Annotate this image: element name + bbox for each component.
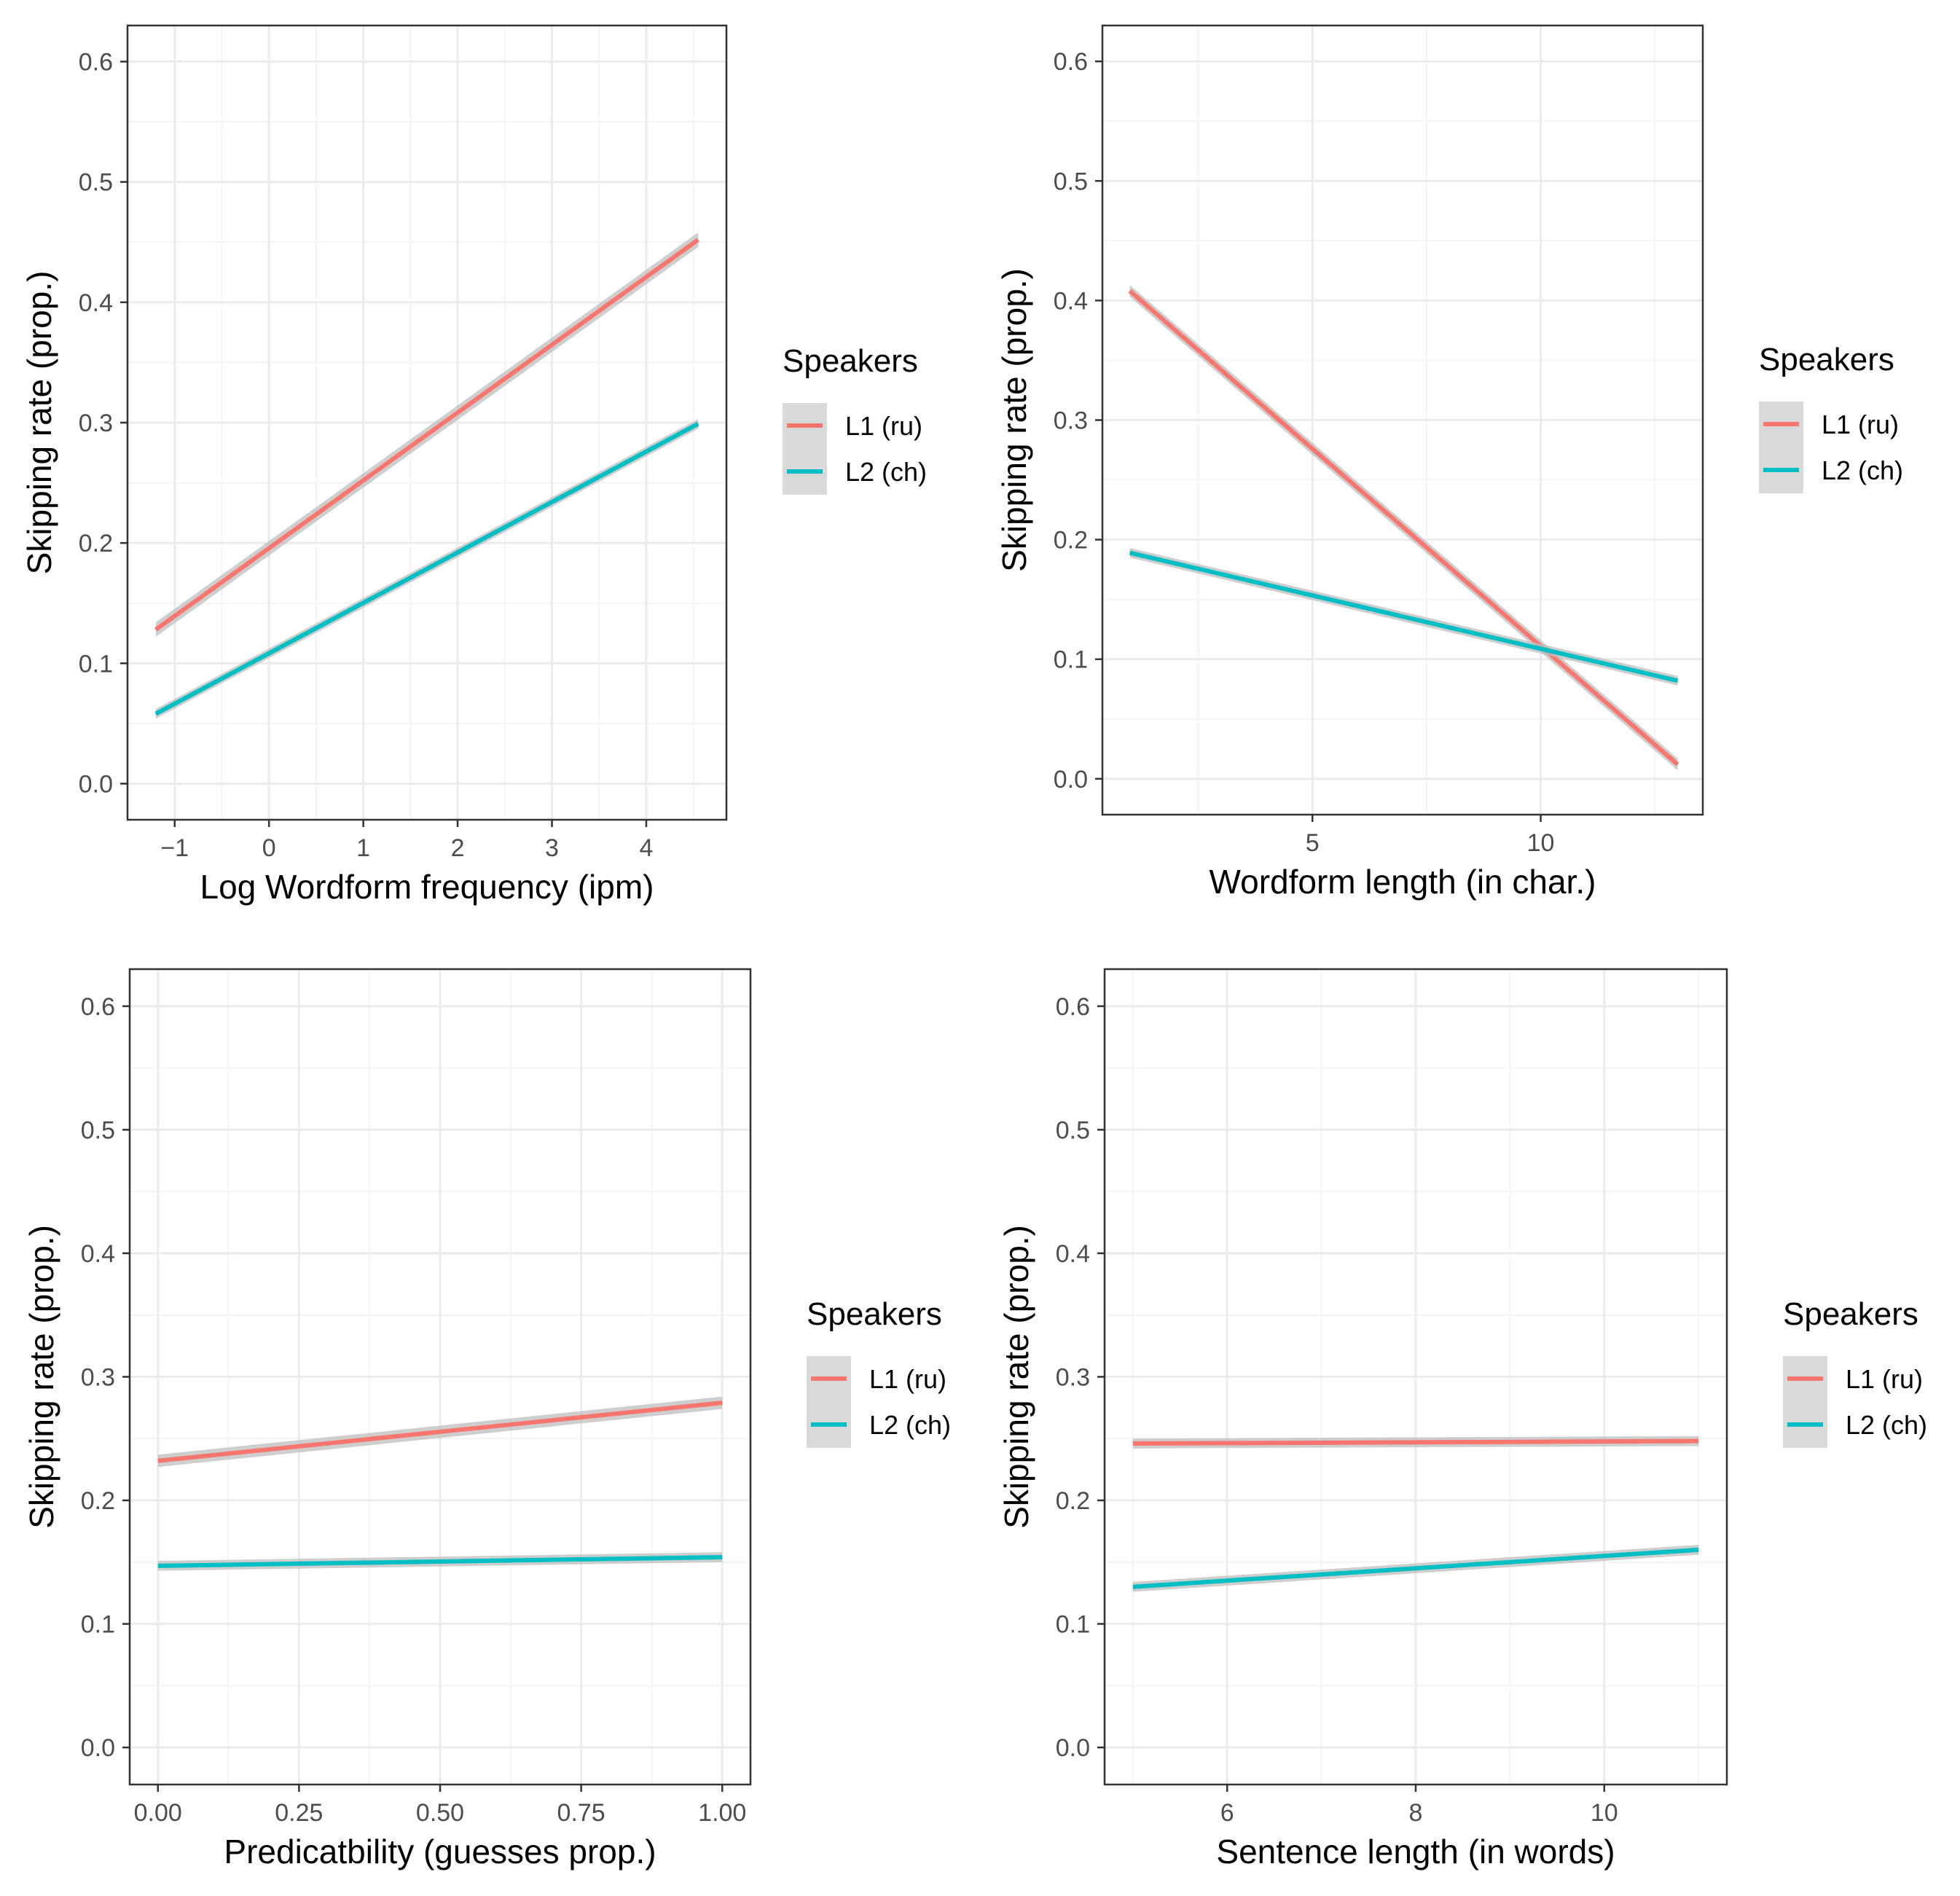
y-tick-label: 0.3 <box>79 410 113 437</box>
legend-title: Speakers <box>783 343 918 379</box>
y-tick-label: 0.3 <box>1054 407 1088 435</box>
legend-label-l2: L2 (ch) <box>1822 455 1903 485</box>
y-axis-title: Skipping rate (prop.) <box>997 1225 1035 1529</box>
x-axis-title: Predicatbility (guesses prop.) <box>224 1833 656 1870</box>
x-tick-label: 6 <box>1220 1799 1234 1827</box>
x-tick-label: 0.25 <box>275 1799 323 1827</box>
series-line-l1 <box>1128 289 1679 767</box>
y-tick-label: 0.0 <box>1054 766 1088 794</box>
series-line-l2 <box>1132 1547 1699 1589</box>
legend-label-l2: L2 (ch) <box>869 1410 951 1440</box>
legend: Speakers L1 (ru) L2 (ch) <box>783 343 927 495</box>
y-tick-label: 0.4 <box>1054 287 1088 315</box>
y-tick-label: 0.6 <box>79 49 113 77</box>
legend: Speakers L1 (ru) L2 (ch) <box>1759 342 1903 493</box>
x-tick-label: 10 <box>1527 829 1555 857</box>
y-tick-label: 0.6 <box>1056 993 1090 1021</box>
legend: Speakers L1 (ru) L2 (ch) <box>1783 1296 1927 1448</box>
y-tick-label: 0.5 <box>79 169 113 197</box>
chart-panel-1: 0.0 0.1 0.2 0.3 0.4 0.5 0.6 −1 0 1 2 3 4 Log Wordform… <box>20 24 927 906</box>
y-tick-label: 0.1 <box>1054 646 1088 674</box>
x-tick-label: 0.50 <box>416 1799 464 1827</box>
y-tick-label: 0.1 <box>81 1611 115 1639</box>
x-tick-label: 1 <box>356 834 370 862</box>
series-line-l1 <box>154 238 699 632</box>
legend-title: Speakers <box>807 1296 942 1332</box>
y-tick-label: 0.2 <box>1054 527 1088 555</box>
y-tick-label: 0.4 <box>79 289 113 317</box>
series-line-l2 <box>1129 550 1679 683</box>
series-line-l2 <box>157 1555 723 1568</box>
x-tick-label: 0 <box>262 834 276 862</box>
chart-panel-4: 0.0 0.1 0.2 0.3 0.4 0.5 0.6 6 8 10 Sentence length… <box>997 968 1927 1870</box>
x-tick-label: 0.00 <box>134 1799 182 1827</box>
y-tick-label: 0.6 <box>1054 48 1088 76</box>
y-axis-title: Skipping rate (prop.) <box>23 1225 60 1529</box>
y-tick-label: 0.5 <box>1056 1116 1090 1144</box>
y-tick-label: 0.2 <box>79 530 113 557</box>
y-tick-label: 0.5 <box>1054 168 1088 195</box>
y-axis-title: Skipping rate (prop.) <box>995 268 1033 572</box>
x-tick-label: −1 <box>160 834 189 862</box>
x-tick-label: 4 <box>640 834 654 862</box>
chart-panel-2: 0.0 0.1 0.2 0.3 0.4 0.5 0.6 5 10 Wordform length … <box>995 24 1903 901</box>
y-tick-label: 0.4 <box>81 1240 115 1268</box>
series-line-l1 <box>157 1401 723 1463</box>
y-tick-label: 0.2 <box>1056 1487 1090 1515</box>
legend-label-l1: L1 (ru) <box>869 1364 946 1394</box>
series-line-l1 <box>1132 1438 1699 1446</box>
y-axis-title: Skipping rate (prop.) <box>20 271 58 575</box>
legend-label-l1: L1 (ru) <box>1822 410 1899 439</box>
series-line-l2 <box>154 422 699 716</box>
x-tick-label: 5 <box>1306 829 1320 857</box>
x-axis-title: Log Wordform frequency (ipm) <box>200 868 654 906</box>
y-tick-label: 0.5 <box>81 1116 115 1144</box>
legend-label-l2: L2 (ch) <box>845 457 927 487</box>
legend-title: Speakers <box>1783 1296 1918 1332</box>
legend-title: Speakers <box>1759 342 1894 377</box>
x-axis-title: Sentence length (in words) <box>1216 1833 1615 1870</box>
legend-label-l1: L1 (ru) <box>1846 1364 1923 1394</box>
y-tick-label: 0.1 <box>79 650 113 678</box>
y-tick-label: 0.0 <box>79 770 113 798</box>
y-tick-label: 0.3 <box>1056 1364 1090 1392</box>
y-tick-label: 0.1 <box>1056 1611 1090 1639</box>
y-tick-label: 0.4 <box>1056 1240 1090 1268</box>
chart-panel-3: 0.0 0.1 0.2 0.3 0.4 0.5 0.6 0.00 0.25 0.50 0.75 1.0… <box>23 968 951 1870</box>
legend-label-l1: L1 (ru) <box>845 411 922 441</box>
x-axis-title: Wordform length (in char.) <box>1210 863 1596 901</box>
x-tick-label: 2 <box>451 834 465 862</box>
x-tick-label: 0.75 <box>557 1799 605 1827</box>
legend-label-l2: L2 (ch) <box>1846 1410 1927 1440</box>
y-tick-label: 0.0 <box>81 1734 115 1762</box>
x-tick-label: 10 <box>1591 1799 1618 1827</box>
x-tick-label: 3 <box>545 834 559 862</box>
x-tick-label: 1.00 <box>698 1799 746 1827</box>
y-tick-label: 0.0 <box>1056 1734 1090 1762</box>
legend: Speakers L1 (ru) L2 (ch) <box>807 1296 951 1448</box>
y-tick-label: 0.3 <box>81 1364 115 1392</box>
x-tick-label: 8 <box>1409 1799 1423 1827</box>
y-tick-label: 0.6 <box>81 993 115 1021</box>
y-tick-label: 0.2 <box>81 1487 115 1515</box>
